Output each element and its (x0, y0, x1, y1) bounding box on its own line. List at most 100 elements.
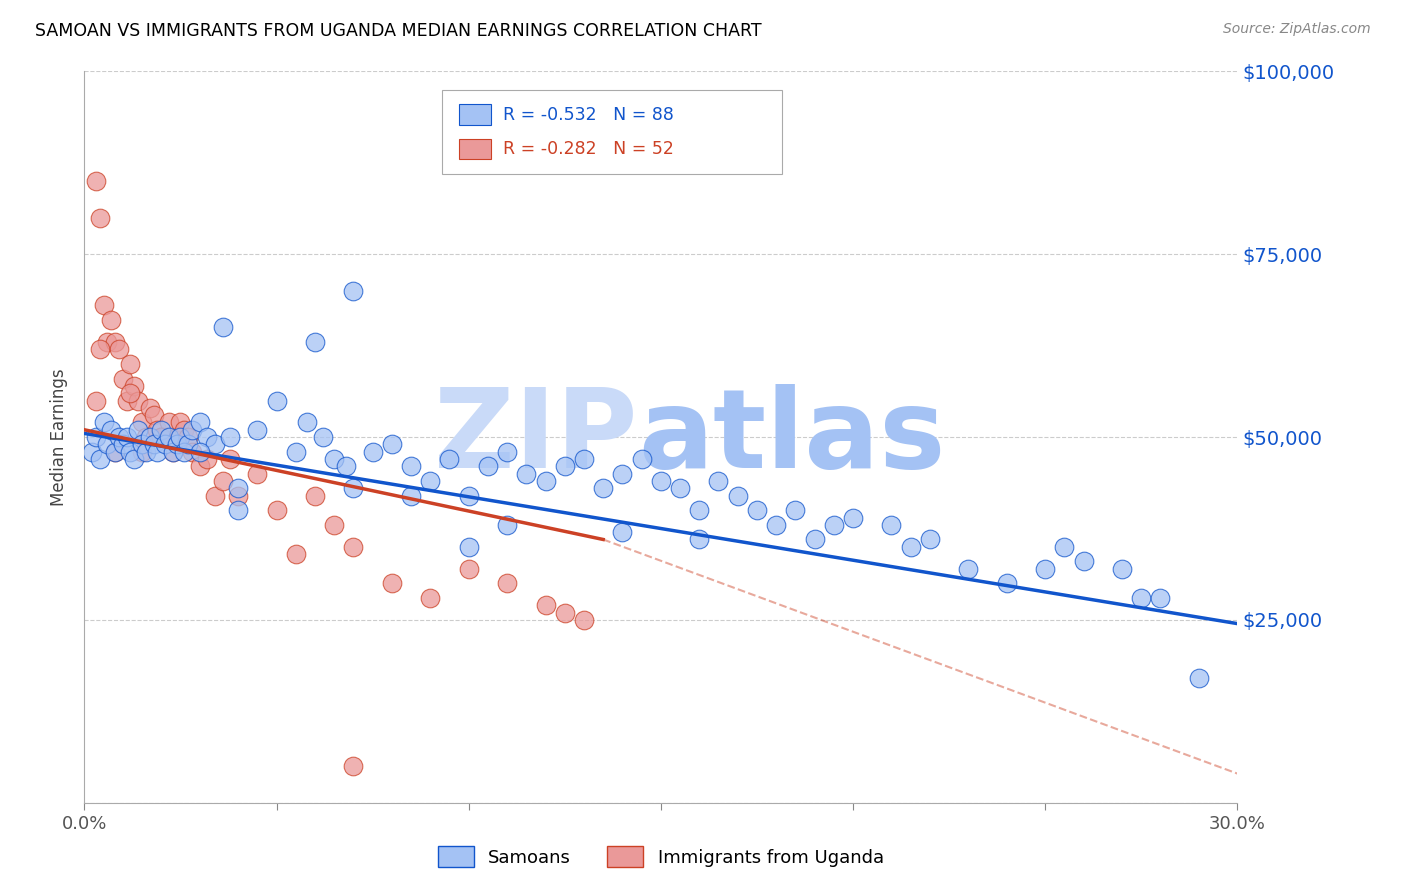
Point (477, 459, 499, 474)
Point (150, 430, 173, 444)
Text: ZIP: ZIP (434, 384, 638, 491)
Point (457, 540, 479, 554)
Point (219, 452, 242, 467)
Point (823, 517, 845, 532)
Point (120, 386, 142, 401)
Point (153, 430, 176, 444)
Point (554, 606, 576, 620)
Point (162, 444, 184, 458)
Point (124, 452, 146, 467)
Y-axis label: Median Earnings: Median Earnings (51, 368, 69, 506)
Point (572, 452, 595, 467)
Point (361, 444, 384, 458)
Point (1033, 562, 1056, 576)
Point (612, 525, 634, 540)
Point (688, 533, 710, 547)
Text: SAMOAN VS IMMIGRANTS FROM UGANDA MEDIAN EARNINGS CORRELATION CHART: SAMOAN VS IMMIGRANTS FROM UGANDA MEDIAN … (35, 22, 762, 40)
Point (785, 503, 807, 517)
Point (803, 533, 825, 547)
Point (100, 313, 122, 327)
Point (669, 481, 692, 495)
FancyBboxPatch shape (441, 90, 782, 174)
Point (115, 430, 138, 444)
Point (688, 503, 710, 517)
Point (707, 474, 730, 488)
Point (399, 459, 422, 474)
Point (138, 430, 160, 444)
Point (727, 489, 749, 503)
Point (1130, 591, 1153, 605)
Point (181, 444, 204, 458)
Point (226, 481, 249, 495)
Point (131, 416, 153, 430)
Point (496, 517, 519, 532)
Point (572, 613, 595, 627)
Point (108, 430, 131, 444)
Point (162, 444, 184, 458)
Point (89, 343, 111, 357)
Point (534, 474, 557, 488)
Point (592, 481, 614, 495)
Point (650, 474, 672, 488)
Point (96, 334, 118, 349)
Point (150, 423, 173, 437)
Point (226, 503, 249, 517)
Point (80, 444, 103, 458)
Point (96, 437, 118, 451)
Point (157, 430, 180, 444)
Text: R = -0.282   N = 52: R = -0.282 N = 52 (503, 140, 673, 158)
Point (104, 334, 127, 349)
Point (84, 430, 107, 444)
Point (246, 423, 269, 437)
Point (211, 320, 233, 334)
Point (204, 489, 226, 503)
Point (153, 437, 176, 451)
Point (900, 540, 922, 554)
Point (135, 444, 157, 458)
Point (166, 437, 188, 451)
Point (297, 416, 319, 430)
Point (188, 416, 211, 430)
Point (138, 401, 160, 415)
Point (323, 452, 346, 467)
Legend: Samoans, Immigrants from Uganda: Samoans, Immigrants from Uganda (430, 839, 891, 874)
Point (880, 517, 903, 532)
Point (93, 298, 115, 312)
Point (419, 591, 441, 605)
Point (173, 444, 195, 458)
Point (89, 211, 111, 225)
Point (84, 393, 107, 408)
Point (104, 444, 127, 458)
Point (496, 444, 519, 458)
Point (120, 444, 142, 458)
Text: Source: ZipAtlas.com: Source: ZipAtlas.com (1223, 22, 1371, 37)
Point (195, 430, 218, 444)
Point (124, 379, 146, 393)
Point (142, 408, 165, 422)
Point (173, 423, 195, 437)
Point (100, 423, 122, 437)
Point (381, 437, 404, 451)
Point (169, 430, 191, 444)
Point (169, 416, 191, 430)
Point (304, 334, 326, 349)
Point (381, 576, 404, 591)
Point (177, 430, 200, 444)
Point (181, 423, 204, 437)
Point (108, 343, 131, 357)
Point (188, 444, 211, 458)
Point (284, 444, 307, 458)
Point (111, 437, 134, 451)
Point (150, 430, 173, 444)
Point (93, 416, 115, 430)
Point (131, 444, 153, 458)
Bar (460, 138, 491, 159)
Point (323, 517, 346, 532)
Point (311, 430, 333, 444)
Point (515, 467, 537, 481)
Point (1188, 672, 1211, 686)
Point (918, 533, 941, 547)
Point (188, 459, 211, 474)
Point (1149, 591, 1171, 605)
Point (765, 517, 787, 532)
